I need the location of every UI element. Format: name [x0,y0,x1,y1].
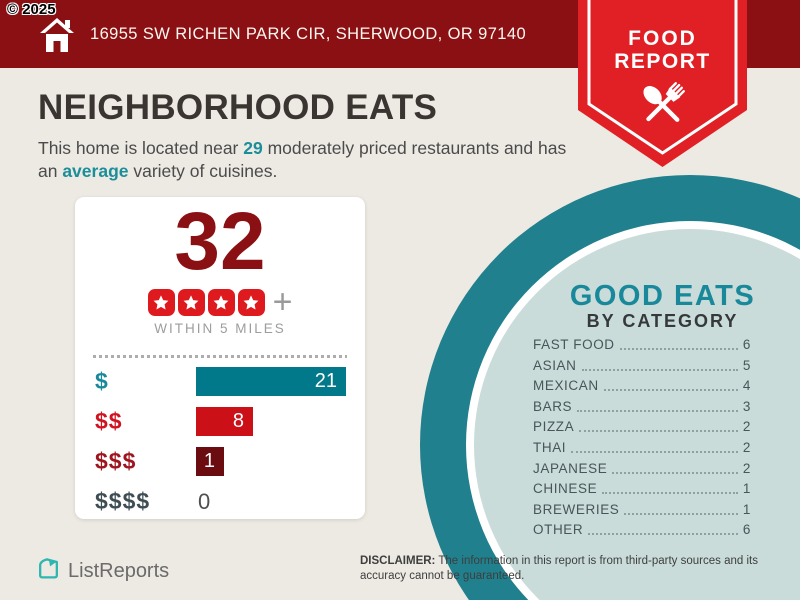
spoon-fork-icon [643,82,685,122]
list-item: MEXICAN 4 [533,379,751,393]
stats-card: 32 + WITHIN 5 MILES $ 21 $$ 8 $$$ 1 $$$$… [75,197,365,519]
star-icons [147,289,265,316]
listreports-logo-icon [36,556,61,586]
price-label-2: $$ [95,408,123,434]
bar-price-1: 21 [196,367,346,396]
category-label: OTHER [533,522,584,538]
bar-value-1: 21 [314,370,337,392]
list-item: BREWERIES 1 [533,501,751,517]
category-value: 2 [742,460,751,476]
category-label: MEXICAN [533,378,599,394]
dotted-leader [624,512,738,515]
bar-price-3: 1 [196,447,224,476]
category-value: 6 [742,337,751,352]
category-label: THAI [533,439,567,455]
summary-pre: This home is located near [38,138,244,158]
bar-value-2: 8 [232,410,244,432]
dotted-leader [581,368,738,371]
category-value: 2 [742,439,751,455]
bar-value-3: 1 [203,450,215,472]
disclaimer-text: DISCLAIMER: The information in this repo… [360,554,772,584]
copyright-year: © 2025 [7,1,56,18]
star-rating: + [75,283,365,321]
category-label: ASIAN [533,357,577,373]
dotted-leader [588,533,738,536]
bar-value-4: 0 [198,488,211,514]
category-label: JAPANESE [533,460,608,476]
dotted-leader [612,471,738,474]
price-level-bar-chart: $ 21 $$ 8 $$$ 1 $$$$ 0 [95,367,346,527]
list-item: PIZZA 2 [533,420,751,434]
bar-row-price-3: $$$ 1 [95,447,346,476]
star-icon [147,289,175,316]
price-label-3: $$$ [95,448,137,474]
bar-price-2: 8 [196,407,253,436]
good-eats-title: GOOD EATS [569,280,756,312]
category-value: 1 [742,501,751,517]
star-icon [237,289,265,316]
list-item: JAPANESE 2 [533,460,751,476]
badge-line2-svg-text: REPORT [614,50,711,73]
category-value: 5 [742,357,751,373]
dotted-leader [579,430,738,433]
variety-highlight: average [62,161,129,182]
category-label: BREWERIES [533,501,620,517]
star-icon [177,289,205,316]
dotted-leader [619,348,738,350]
plus-icon: + [272,283,293,321]
bar-row-price-2: $$ 8 [95,407,346,436]
summary-mid: moderately priced restaurants and has an [38,138,567,182]
bar-row-price-4: $$$$ 0 [95,487,346,516]
category-list: FAST FOOD 6 ASIAN 5 MEXICAN 4 BARS 3 PIZZA 2 … [533,338,751,544]
list-item: ASIAN 5 [533,357,751,373]
category-label: FAST FOOD [533,337,615,352]
price-label-1: $ [95,368,109,394]
list-item: FAST FOOD 6 [533,338,751,352]
radius-label: WITHIN 5 MILES [154,321,286,336]
dotted-leader [602,492,738,495]
star-icon [207,289,235,316]
page-title: NEIGHBORHOOD EATS [38,88,438,127]
list-item: THAI 2 [533,439,751,455]
category-value: 6 [742,522,751,538]
category-label: CHINESE [533,481,598,497]
category-label: PIZZA [533,419,575,435]
category-label: BARS [533,398,573,414]
property-address: 16955 SW RICHEN PARK CIR, SHERWOOD, OR 9… [90,24,527,43]
category-value: 4 [742,378,751,394]
dotted-leader [571,450,738,453]
list-item: CHINESE 1 [533,482,751,496]
category-value: 3 [742,398,751,414]
dotted-divider [93,355,347,358]
badge-line1-svg-text: FOOD [628,27,697,50]
bar-row-price-1: $ 21 [95,367,346,396]
restaurant-count-highlight: 29 [243,138,263,158]
listreports-brand: ListReports [36,556,169,586]
summary-post: variety of cuisines. [128,161,278,182]
disclaimer-label: DISCLAIMER: [360,555,436,567]
listreports-brand-name: ListReports [68,559,170,582]
dotted-leader [603,389,738,392]
home-icon [38,16,76,63]
list-item: BARS 3 [533,398,751,414]
disclaimer-body: The information in this report is from t… [360,555,758,582]
good-eats-subtitle: BY CATEGORY [586,311,739,331]
summary-sentence: This home is located near 29 moderately … [38,137,573,184]
food-report-badge: FOOD REPORT [578,0,747,168]
dotted-leader [577,409,738,412]
total-restaurants-number: 32 [174,196,266,287]
price-label-4: $$$$ [95,488,151,514]
list-item: OTHER 6 [533,523,751,537]
category-value: 2 [742,419,751,435]
category-value: 1 [742,481,751,497]
